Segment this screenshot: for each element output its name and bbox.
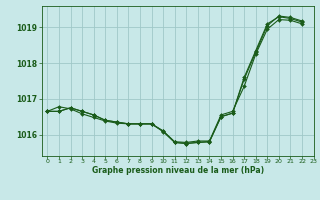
X-axis label: Graphe pression niveau de la mer (hPa): Graphe pression niveau de la mer (hPa) (92, 166, 264, 175)
